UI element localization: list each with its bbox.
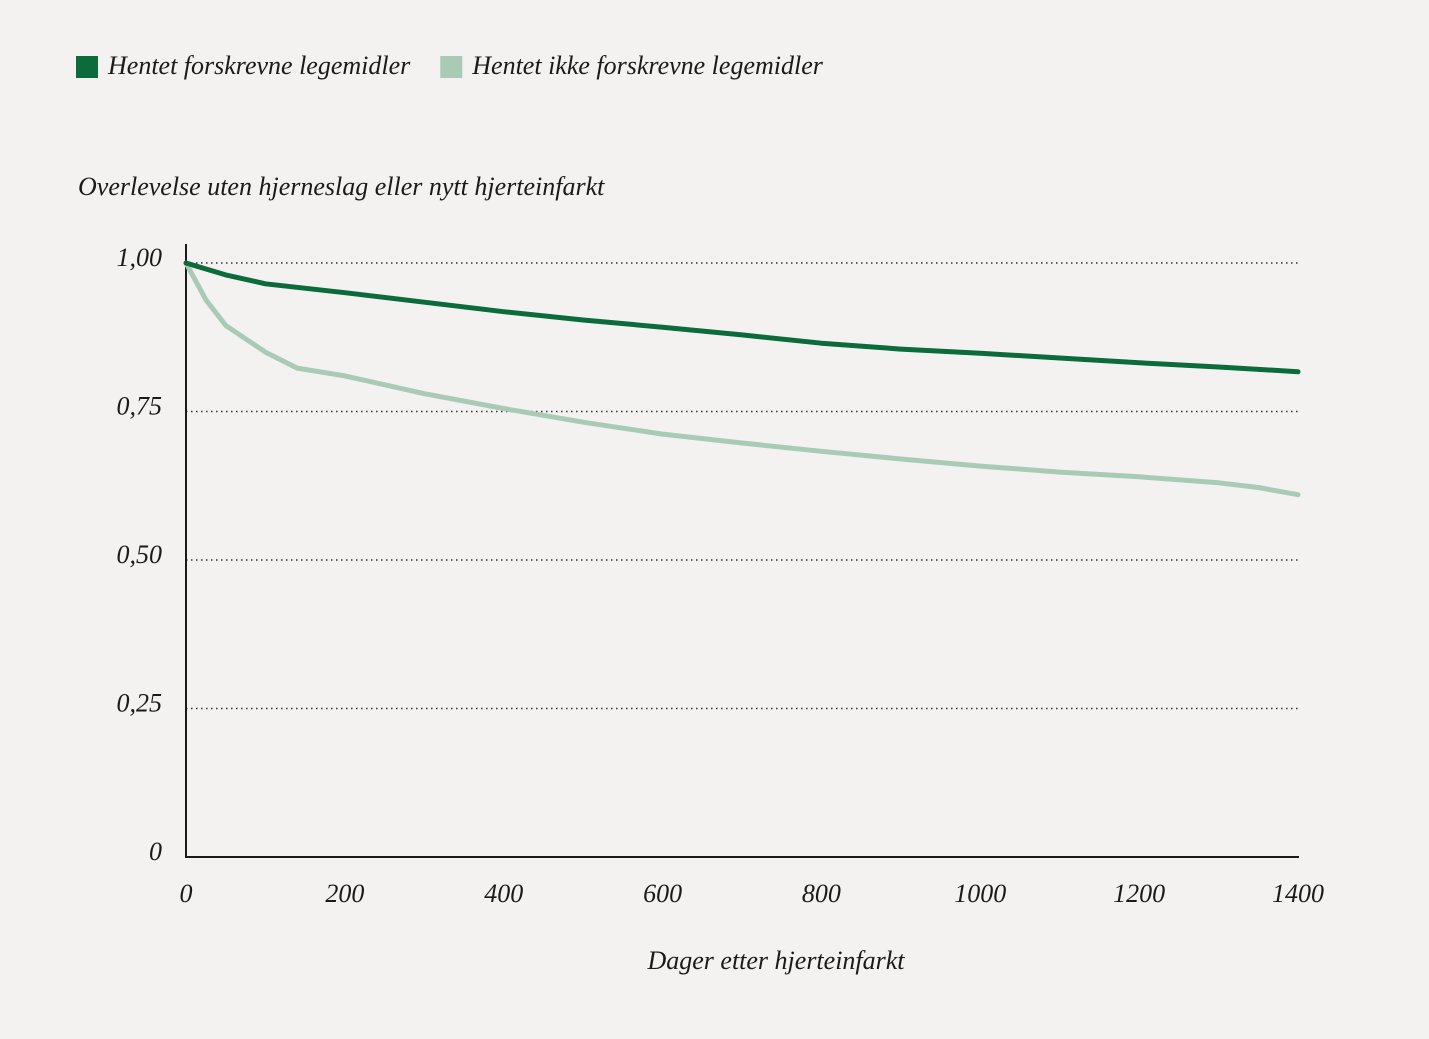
y-tick-label: 0,25 (117, 688, 163, 717)
x-tick-label: 800 (802, 879, 841, 908)
y-tick-label: 0 (149, 837, 162, 866)
line-series (183, 260, 1301, 375)
x-tick-label: 400 (484, 879, 523, 908)
x-tick-label: 200 (325, 879, 364, 908)
y-tick-label: 0,75 (117, 391, 163, 420)
x-tick-label: 0 (180, 879, 193, 908)
x-axis-label: Dager etter hjerteinfarkt (646, 946, 905, 975)
legend-swatch (76, 56, 98, 78)
legend-label: Hentet ikke forskrevne legemidler (471, 51, 823, 80)
legend-label: Hentet forskrevne legemidler (107, 51, 411, 80)
x-tick-label: 1400 (1272, 879, 1324, 908)
line-series (183, 260, 1301, 498)
x-tick-label: 1000 (954, 879, 1006, 908)
y-tick-label: 0,50 (117, 540, 163, 569)
x-tick-label: 600 (643, 879, 682, 908)
y-axis-label: Overlevelse uten hjerneslag eller nytt h… (78, 172, 605, 201)
x-tick-label: 1200 (1113, 879, 1165, 908)
y-tick-label: 1,00 (117, 243, 163, 272)
legend-swatch (440, 56, 463, 78)
